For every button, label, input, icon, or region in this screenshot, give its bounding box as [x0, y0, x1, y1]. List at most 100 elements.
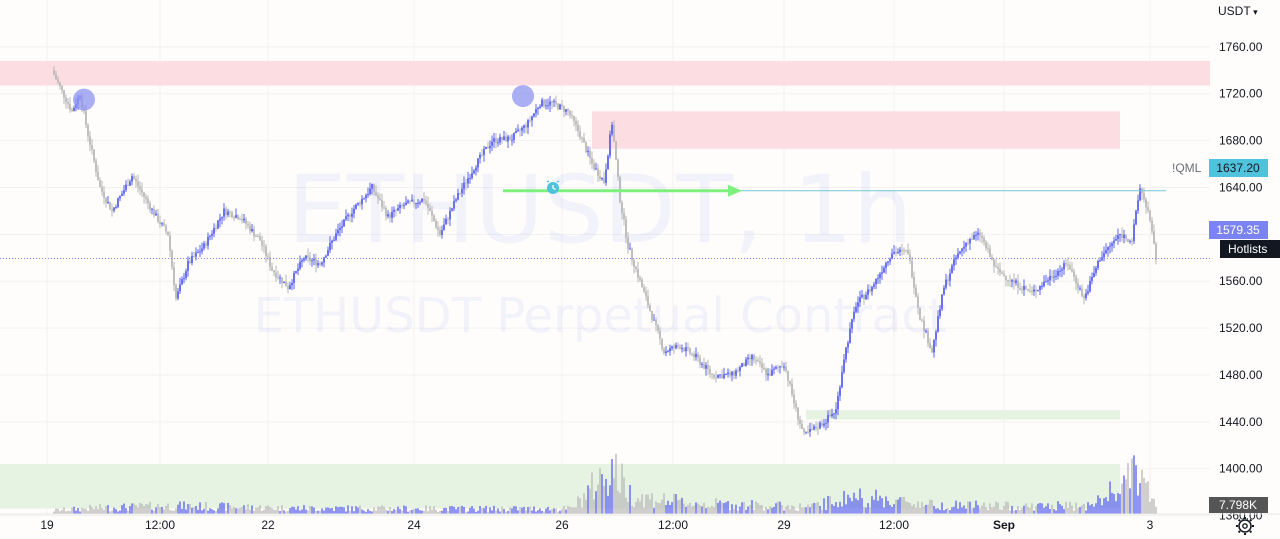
volume-bar	[1137, 495, 1139, 514]
volume-bar	[889, 505, 891, 514]
volume-bar	[839, 501, 841, 514]
candle-body	[317, 263, 319, 266]
candle-body	[63, 90, 65, 98]
volume-bar	[531, 510, 533, 514]
candle-body	[569, 110, 571, 116]
candle-body	[1027, 289, 1029, 291]
alarm-clock-icon[interactable]	[546, 180, 560, 194]
volume-bar	[847, 494, 849, 514]
volume-bar	[827, 495, 829, 514]
volume-bar	[271, 508, 273, 514]
candle-body	[813, 426, 815, 430]
volume-bar	[845, 504, 847, 514]
hotlists-button[interactable]: Hotlists	[1220, 240, 1280, 258]
volume-bar	[933, 505, 935, 514]
volume-bar	[535, 511, 537, 514]
volume-bar	[445, 507, 447, 514]
arrow-head[interactable]	[728, 184, 742, 197]
candle-body	[689, 348, 691, 354]
volume-bar	[669, 505, 671, 514]
candle-body	[967, 243, 969, 245]
pivot-marker[interactable]	[73, 88, 95, 111]
volume-bar	[259, 505, 261, 514]
volume-bar	[1133, 455, 1135, 514]
svg-text:7.798K: 7.798K	[1219, 498, 1257, 512]
candle-body	[587, 150, 589, 153]
candle-body	[453, 200, 455, 209]
volume-bar	[1055, 510, 1057, 514]
volume-bar	[1149, 501, 1151, 514]
candle-body	[189, 260, 191, 264]
volume-bar	[549, 510, 551, 514]
candle-body	[899, 249, 901, 253]
candle-body	[685, 347, 687, 352]
volume-bar	[969, 501, 971, 514]
volume-bar	[1095, 503, 1097, 514]
volume-bar	[997, 502, 999, 514]
volume-bar	[587, 485, 589, 514]
volume-bar	[161, 506, 163, 514]
volume-bar	[383, 506, 385, 514]
volume-bar	[871, 496, 873, 514]
volume-bar	[543, 511, 545, 514]
candle-body	[353, 208, 355, 214]
candle-body	[965, 243, 967, 247]
volume-bar	[77, 508, 79, 514]
volume-bar	[403, 505, 405, 514]
candle-body	[1045, 281, 1047, 283]
candle-body	[557, 103, 559, 110]
candle-body	[221, 216, 223, 219]
candle-body	[983, 237, 985, 242]
volume-bar	[293, 506, 295, 514]
candle-body	[937, 316, 939, 332]
volume-bar	[405, 506, 407, 514]
candle-body	[705, 365, 707, 369]
volume-bar	[565, 509, 567, 514]
gear-icon[interactable]	[1236, 517, 1254, 535]
candle-body	[519, 129, 521, 131]
candle-body	[909, 254, 911, 261]
price-tick-label: 1400.00	[1219, 462, 1263, 476]
candle-body	[597, 168, 599, 176]
volume-bar	[789, 509, 791, 514]
volume-bar	[735, 504, 737, 514]
candle-body	[387, 214, 389, 217]
candle-body	[207, 236, 209, 246]
candle-body	[547, 105, 549, 107]
candle-body	[187, 260, 189, 272]
candle-body	[975, 234, 977, 236]
candle-body	[657, 324, 659, 331]
candle-body	[1079, 288, 1081, 290]
candle-body	[727, 372, 729, 374]
currency-dropdown[interactable]: USDT ▾	[1218, 4, 1258, 18]
time-tick-label: 22	[261, 518, 275, 532]
volume-bar	[505, 511, 507, 514]
candle-body	[677, 344, 679, 347]
candle-body	[1073, 271, 1075, 277]
time-axis[interactable]: 19 12:00 22 24 26 12:00 29 12:00 Sep 3	[40, 518, 1153, 532]
volume-bar	[679, 499, 681, 514]
volume-bar	[371, 511, 373, 514]
volume-bar	[1063, 508, 1065, 514]
candle-body	[99, 180, 101, 187]
volume-bar	[123, 503, 125, 514]
candle-body	[691, 353, 693, 355]
candle-body	[1149, 210, 1151, 221]
candle-body	[1143, 193, 1145, 200]
pivot-marker[interactable]	[512, 85, 534, 108]
candle-body	[1145, 199, 1147, 208]
volume-bar	[615, 453, 617, 514]
volume-bar	[921, 502, 923, 514]
volume-bar	[453, 506, 455, 514]
volume-bar	[901, 497, 903, 514]
candle-body	[525, 125, 527, 128]
volume-bar	[467, 511, 469, 514]
candle-body	[915, 287, 917, 297]
volume-bar	[1059, 504, 1061, 514]
candle-body	[601, 178, 603, 180]
candle-body	[979, 232, 981, 236]
candle-body	[1111, 243, 1113, 246]
volume-bar	[427, 511, 429, 514]
volume-bar	[811, 503, 813, 514]
